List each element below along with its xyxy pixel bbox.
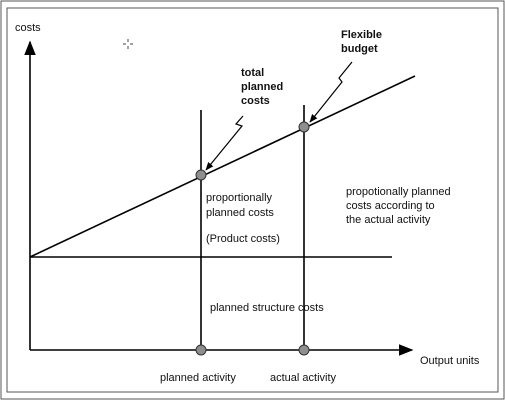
x-axis-label: Output units (420, 355, 480, 367)
crosshair-cursor-icon (123, 39, 133, 49)
flexible-budget-callout-arrow (309, 61, 353, 123)
inner-border (6, 7, 499, 393)
actual-point-total (298, 121, 310, 133)
planned-activity-label: planned activity (160, 372, 236, 384)
planned-structure-costs-label: planned structure costs (210, 302, 324, 314)
proportional-planned-label: proportionally planned costs (206, 192, 275, 219)
actual-activity-point (298, 344, 310, 356)
flexible-budget-label: Flexible budget (341, 29, 385, 55)
actual-activity-label: actual activity (270, 372, 337, 384)
y-axis-label: costs (15, 22, 41, 34)
proportional-actual-label: propotionally planned costs according to… (346, 186, 454, 226)
product-costs-label: (Product costs) (206, 233, 280, 245)
planned-point-total (195, 169, 207, 181)
total-cost-line (29, 75, 416, 258)
planned-activity-point (195, 344, 207, 356)
total-planned-callout-arrow (205, 115, 244, 171)
total-planned-costs-label: total planned costs (241, 67, 286, 107)
